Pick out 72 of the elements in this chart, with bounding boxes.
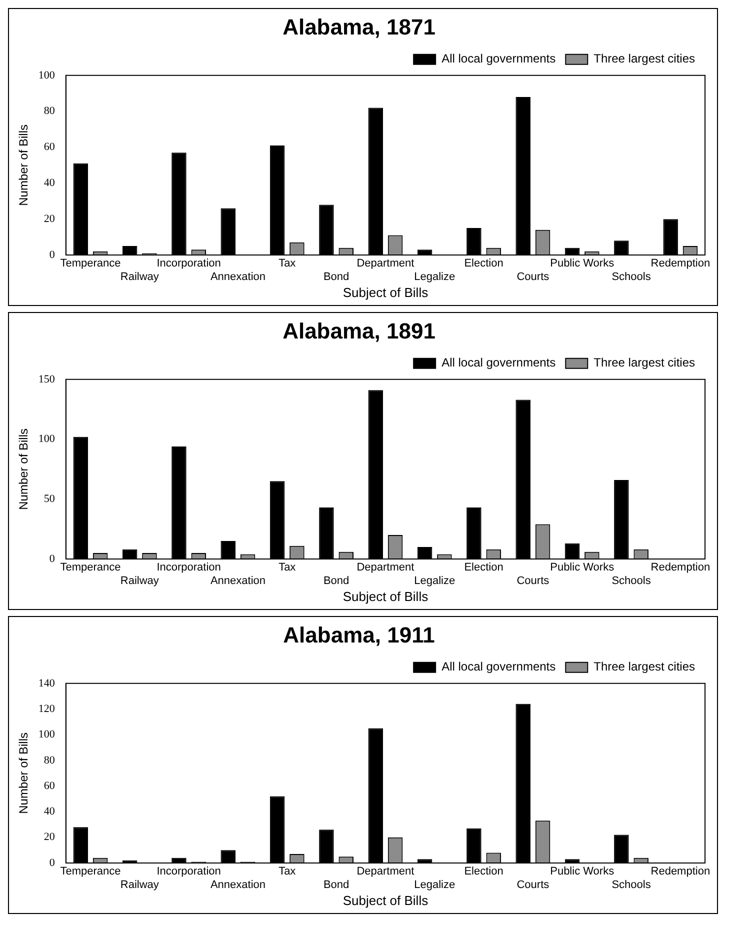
y-tick-label: 60 <box>44 141 56 154</box>
y-tick-label: 100 <box>38 69 56 82</box>
y-tick-label: 40 <box>44 806 56 818</box>
x-tick-label: Railway <box>120 270 160 283</box>
x-tick-label: Election <box>464 258 504 270</box>
legend-label: All local governments <box>442 660 556 674</box>
x-tick-label: Election <box>464 866 504 878</box>
x-axis-title: Subject of Bills <box>342 588 429 604</box>
y-tick-label: 40 <box>44 177 56 190</box>
x-tick-label: Annexation <box>210 574 266 587</box>
y-tick-label: 20 <box>44 831 56 844</box>
y-tick-label: 0 <box>49 552 56 565</box>
x-tick-label: Courts <box>516 574 550 587</box>
y-tick-label: 100 <box>38 433 56 446</box>
legend-label: All local governments <box>442 52 556 66</box>
x-tick-label: Bond <box>323 878 350 891</box>
x-tick-label: Bond <box>323 270 350 283</box>
x-tick-label: Annexation <box>210 878 266 891</box>
x-axis-title: Subject of Bills <box>342 284 429 300</box>
x-tick-label: Courts <box>516 270 550 283</box>
x-tick-label: Temperance <box>60 562 121 574</box>
x-tick-label: Department <box>356 258 414 270</box>
y-tick-label: 60 <box>44 780 56 792</box>
y-tick-label: 80 <box>44 754 56 766</box>
x-tick-label: Tax <box>278 258 296 270</box>
x-tick-label: Legalize <box>414 878 456 891</box>
chart-title: Alabama, 1891 <box>282 318 436 344</box>
x-tick-label: Temperance <box>60 258 121 270</box>
x-tick-label: Tax <box>278 562 296 574</box>
x-tick-label: Annexation <box>210 270 266 283</box>
x-tick-label: Tax <box>278 866 296 878</box>
y-tick-label: 0 <box>49 248 56 261</box>
y-axis-title: Number of Bills <box>16 732 31 814</box>
x-tick-label: Public Works <box>550 258 615 270</box>
legend-label: Three largest cities <box>594 356 695 370</box>
x-tick-label: Department <box>356 562 414 574</box>
x-tick-label: Legalize <box>414 574 456 587</box>
x-tick-label: Incorporation <box>156 258 221 270</box>
legend-label: Three largest cities <box>594 52 695 66</box>
y-tick-label: 0 <box>49 856 56 869</box>
y-tick-label: 80 <box>44 105 56 118</box>
x-tick-label: Election <box>464 562 504 574</box>
x-tick-label: Schools <box>612 574 652 587</box>
x-tick-label: Department <box>356 866 414 878</box>
x-axis-title: Subject of Bills <box>342 892 429 908</box>
x-tick-label: Railway <box>120 878 160 891</box>
x-tick-label: Schools <box>612 878 652 891</box>
chart-title: Alabama, 1911 <box>283 622 435 648</box>
x-tick-label: Temperance <box>60 866 121 878</box>
x-tick-label: Railway <box>120 574 160 587</box>
legend-label: Three largest cities <box>594 660 695 674</box>
y-tick-label: 140 <box>38 677 56 690</box>
x-tick-label: Incorporation <box>156 562 221 574</box>
x-tick-label: Redemption <box>650 562 710 574</box>
y-tick-label: 120 <box>38 702 56 715</box>
y-axis-title: Number of Bills <box>16 428 31 510</box>
y-tick-label: 50 <box>44 493 56 506</box>
x-tick-label: Bond <box>323 574 350 587</box>
y-tick-label: 20 <box>44 212 56 225</box>
y-tick-label: 100 <box>38 728 56 741</box>
x-tick-label: Public Works <box>550 866 615 878</box>
x-tick-label: Schools <box>612 270 652 283</box>
chart-title: Alabama, 1871 <box>282 14 436 40</box>
legend-label: All local governments <box>442 356 556 370</box>
x-tick-label: Courts <box>516 878 550 891</box>
x-tick-label: Redemption <box>650 866 710 878</box>
y-axis-title: Number of Bills <box>16 124 31 206</box>
x-tick-label: Incorporation <box>156 866 221 878</box>
x-tick-label: Legalize <box>414 270 456 283</box>
y-tick-label: 150 <box>38 373 56 386</box>
x-tick-label: Public Works <box>550 562 615 574</box>
x-tick-label: Redemption <box>650 258 710 270</box>
